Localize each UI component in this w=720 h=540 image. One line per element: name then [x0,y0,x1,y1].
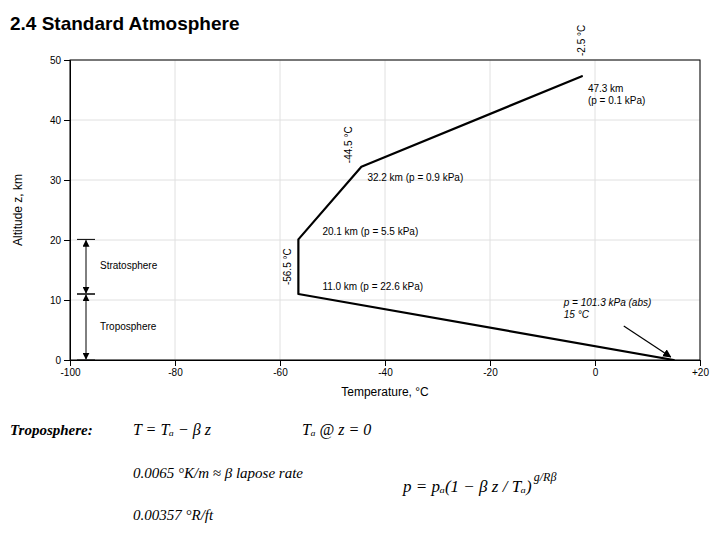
tick: 0 [55,355,70,366]
tick: -80 [168,360,183,378]
bracket-arrow [86,295,87,359]
grid [70,60,700,360]
y-axis: 0 10 20 30 40 50 [50,55,71,366]
grid-line-x [385,60,386,360]
tick-label: 50 [50,55,62,66]
bracket-bar [77,294,95,295]
tick-mark [700,360,701,366]
annotation: p = 101.3 kPa (abs)15 °C [563,297,652,320]
profile-line [298,76,673,360]
tick: 50 [50,55,70,66]
tick-label: 20 [50,235,62,246]
tick-label: -80 [168,367,183,378]
equations: Troposphere: T = Tₐ − β z Tₐ @ z = 0 0.0065… [10,421,556,523]
tick: 30 [50,175,70,186]
y-axis-title: Altitude z, km [11,174,25,246]
tick-label: 40 [50,115,62,126]
tick: +20 [692,360,709,378]
equation: p = pₐ(1 − β z / Tₐ) [402,477,532,496]
bracket-bar [77,294,95,295]
annotation: -2.5 °C [576,25,587,56]
annotation: 47.3 km(p = 0.1 kPa) [588,83,646,106]
tick-label: +20 [692,367,709,378]
tick-mark [64,60,70,61]
annotation-line: p = 101.3 kPa (abs) [563,297,652,308]
equation-exponent: g/Rβ [534,470,557,484]
tick: -40 [378,360,393,378]
tick: -100 [60,360,80,378]
annotation: 32.2 km (p = 0.9 kPa) [367,172,463,183]
annotation: Stratosphere [100,260,158,271]
tick: 40 [50,115,70,126]
axis-line [71,361,701,367]
annotation-arrow [624,326,671,357]
tick-label: -60 [273,367,288,378]
tick-mark [280,360,281,366]
tick: -20 [483,360,498,378]
tick-mark [64,180,70,181]
tick: 20 [50,235,70,246]
tick: 0 [593,360,599,378]
equation: T = Tₐ − β z [133,421,212,439]
annotation-line: 15 °C [564,309,590,320]
title: 2.4 Standard Atmosphere [10,13,239,34]
annotations: -2.5 °C -44.5 °C -56.5 °C 47.3 km(p = 0.1 k… [77,25,671,360]
chart: -100 -80 -60 -40 -20 0 +20 0 10 20 30 40 50 -2.5 °C -4… [0,0,720,540]
annotation-line: 47.3 km [588,83,624,94]
plot-frame [70,60,700,360]
grid-line-x [280,60,281,360]
tick-mark [385,360,386,366]
annotation: 20.1 km (p = 5.5 kPa) [322,226,418,237]
equation: 0.0065 °K/m ≈ β lapose rate [133,465,303,481]
x-axis: -100 -80 -60 -40 -20 0 +20 [60,360,709,378]
tick-label: 0 [593,367,599,378]
grid-line-x [175,60,176,360]
annotation: -44.5 °C [343,126,354,163]
tick-label: 0 [55,355,61,366]
equation-label: Troposphere: [10,422,93,438]
bracket-arrow [86,240,87,293]
x-axis-title: Temperature, °C [341,385,429,399]
tick-mark [175,360,176,366]
tick-mark [595,360,596,366]
grid-line-y [70,240,700,241]
tick-label: -100 [60,367,80,378]
annotation-line: (p = 0.1 kPa) [588,95,646,106]
tick-mark [64,360,70,361]
grid-line-x [490,60,491,360]
marks [298,76,673,360]
equation: Tₐ @ z = 0 [302,421,371,439]
tick-label: -40 [378,367,393,378]
tick-mark [64,300,70,301]
plot: -100 -80 -60 -40 -20 0 +20 0 10 20 30 40 50 -2.5 °C -4… [50,25,710,378]
bracket-bar [77,239,95,240]
tick-mark [64,240,70,241]
plot-background [70,60,700,360]
equation: 0.00357 °R/ft [133,507,214,523]
tick-label: -20 [483,367,498,378]
tick-label: 10 [50,295,62,306]
annotation: Troposphere [100,321,157,332]
tick: -60 [273,360,288,378]
tick-label: 30 [50,175,62,186]
annotation: 11.0 km (p = 22.6 kPa) [322,281,423,292]
grid-line-y [70,120,700,121]
tick-mark [490,360,491,366]
bracket-bar [77,360,95,361]
tick-mark [64,120,70,121]
annotation: -56.5 °C [282,248,293,285]
tick: 10 [50,295,70,306]
